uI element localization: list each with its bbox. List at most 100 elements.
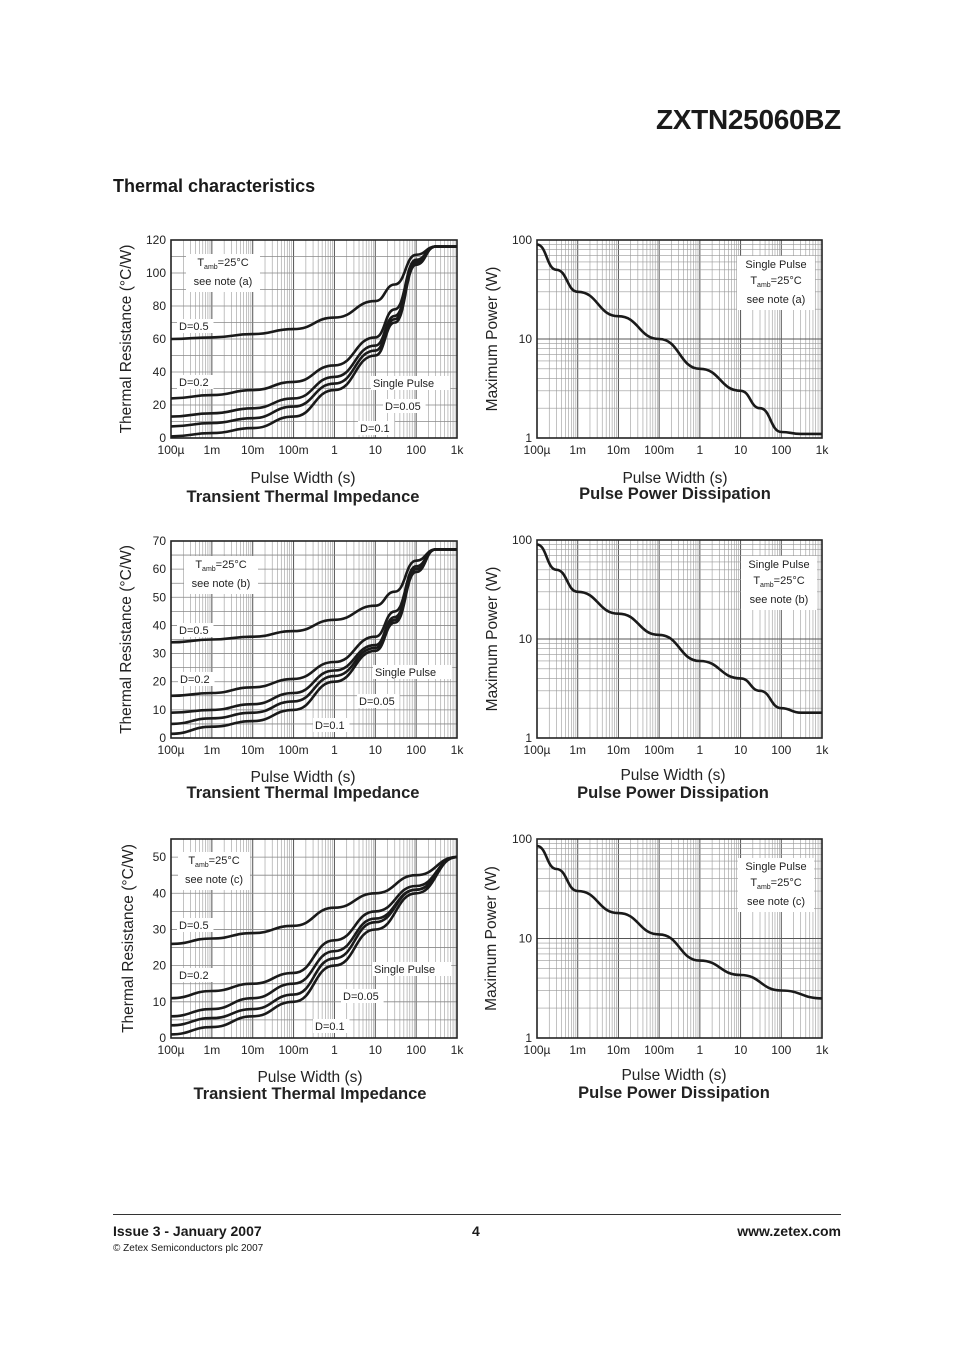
x-tick-label: 1m xyxy=(569,443,586,457)
label-background xyxy=(177,319,214,333)
note-text: see note (a) xyxy=(747,294,806,306)
x-tick-label: 100 xyxy=(406,743,426,757)
label-background xyxy=(373,665,453,679)
note-temperature: Tamb=25°C xyxy=(753,575,804,589)
curve-label: Single Pulse xyxy=(373,378,434,390)
note-text: see note (c) xyxy=(747,896,805,908)
y-tick-label: 30 xyxy=(153,922,167,936)
y-tick-label: 50 xyxy=(153,590,167,604)
y-tick-label: 1 xyxy=(525,1031,532,1045)
x-tick-label: 1 xyxy=(331,443,338,457)
chart-title: Transient Thermal Impedance xyxy=(187,488,420,506)
y-tick-label: 40 xyxy=(153,365,167,379)
curve-label: D=0.1 xyxy=(315,720,345,732)
note-temperature: Tamb=25°C xyxy=(197,257,248,271)
footer-copyright: © Zetex Semiconductors plc 2007 xyxy=(113,1243,264,1254)
x-tick-label: 100 xyxy=(406,443,426,457)
x-tick-label: 100m xyxy=(644,1043,674,1057)
series-line xyxy=(170,548,457,644)
x-tick-label: 1 xyxy=(697,743,704,757)
x-tick-label: 100m xyxy=(644,743,674,757)
x-tick-label: 1k xyxy=(816,743,830,757)
note-temperature: Tamb=25°C xyxy=(750,275,801,289)
y-tick-label: 10 xyxy=(519,332,533,346)
x-tick-label: 100µ xyxy=(524,743,551,757)
x-axis-label: Pulse Width (s) xyxy=(257,1069,362,1086)
x-tick-label: 1m xyxy=(204,443,221,457)
x-tick-label: 10m xyxy=(241,1043,264,1057)
x-tick-label: 10 xyxy=(734,443,748,457)
x-tick-label: 10m xyxy=(241,443,264,457)
y-tick-label: 60 xyxy=(153,332,167,346)
label-background xyxy=(341,989,384,1003)
x-tick-label: 1m xyxy=(569,1043,586,1057)
y-tick-label: 20 xyxy=(153,959,167,973)
x-tick-label: 100µ xyxy=(158,443,185,457)
curve-label: D=0.05 xyxy=(359,696,395,708)
note-temperature: Tamb=25°C xyxy=(750,877,801,891)
section-title: Thermal characteristics xyxy=(113,176,316,196)
series-line xyxy=(536,243,822,436)
x-tick-label: 100m xyxy=(279,743,309,757)
curve-label: D=0.2 xyxy=(179,377,209,389)
x-tick-label: 100 xyxy=(771,1043,791,1057)
y-tick-label: 80 xyxy=(153,299,167,313)
note-text: Single Pulse xyxy=(745,259,806,271)
note-text: Single Pulse xyxy=(748,559,809,571)
label-background xyxy=(371,376,451,390)
chart-6: 100µ 1m 10m 100m 1 10 100 1k 1 10 100 Maximum Power… xyxy=(483,832,829,1102)
label-background xyxy=(383,399,426,413)
x-tick-label: 100 xyxy=(771,443,791,457)
chart-5: 100µ 1m 10m 100m 1 10 100 1k 0 10 20 30 40 50 Thermal … xyxy=(120,838,464,1103)
x-axis-label: Pulse Width (s) xyxy=(250,470,355,487)
series-line xyxy=(170,855,458,1036)
x-tick-label: 1 xyxy=(331,1043,338,1057)
x-tick-label: 100m xyxy=(644,443,674,457)
series-line xyxy=(536,543,822,714)
y-axis-label: Thermal Resistance (°C/W) xyxy=(118,245,135,434)
label-background xyxy=(177,918,214,932)
footer-website[interactable]: www.zetex.com xyxy=(737,1223,841,1239)
y-tick-label: 0 xyxy=(159,1031,166,1045)
x-tick-label: 10 xyxy=(734,1043,748,1057)
x-tick-label: 100µ xyxy=(524,443,551,457)
y-axis-label: Thermal Resistance (°C/W) xyxy=(118,545,135,734)
series-line xyxy=(536,844,823,1000)
y-axis-label: Thermal Resistance (°C/W) xyxy=(120,844,137,1033)
x-tick-label: 10m xyxy=(241,743,264,757)
chart-4: 100µ 1m 10m 100m 1 10 100 1k 1 10 100 Maximum Power… xyxy=(484,533,829,802)
x-axis-label: Pulse Width (s) xyxy=(250,769,355,786)
note-background xyxy=(186,254,260,292)
chart-title: Pulse Power Dissipation xyxy=(579,485,771,503)
y-tick-label: 1 xyxy=(525,431,532,445)
y-tick-label: 20 xyxy=(153,675,167,689)
y-tick-label: 0 xyxy=(159,731,166,745)
note-temperature: Tamb=25°C xyxy=(188,855,239,869)
curve-label: D=0.1 xyxy=(360,423,390,435)
plot-frame xyxy=(170,540,458,739)
x-tick-label: 1k xyxy=(451,743,465,757)
y-tick-label: 100 xyxy=(146,266,166,280)
y-tick-label: 100 xyxy=(512,533,532,547)
x-tick-label: 1m xyxy=(569,743,586,757)
curve-label: D=0.1 xyxy=(315,1021,345,1033)
y-tick-label: 100 xyxy=(512,233,532,247)
y-tick-label: 40 xyxy=(153,618,167,632)
curve-label: D=0.5 xyxy=(179,625,209,637)
y-tick-label: 10 xyxy=(153,703,167,717)
series-line xyxy=(170,245,457,438)
curve-label: Single Pulse xyxy=(374,964,435,976)
series-line xyxy=(170,855,458,1000)
note-text: see note (c) xyxy=(185,874,243,886)
note-text: Single Pulse xyxy=(745,861,806,873)
y-tick-label: 10 xyxy=(519,932,533,946)
footer-issue: Issue 3 - January 2007 xyxy=(113,1223,262,1239)
label-background xyxy=(358,421,395,435)
chart-3: 100µ 1m 10m 100m 1 10 100 1k 0 10 20 30 40 50 60 70 Ther… xyxy=(118,534,464,802)
x-tick-label: 1k xyxy=(816,1043,830,1057)
label-background xyxy=(313,1019,350,1033)
label-background xyxy=(372,962,452,976)
plot-frame xyxy=(536,239,823,439)
note-text: see note (a) xyxy=(194,276,253,288)
